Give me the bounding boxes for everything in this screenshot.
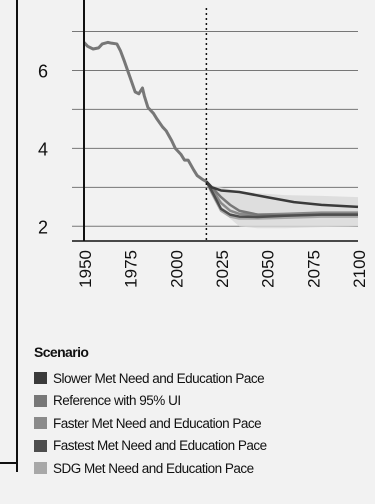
legend-swatch-fastest xyxy=(34,439,47,452)
y-tick-label-4: 4 xyxy=(38,139,48,159)
fertility-chart: 2 4 6 1950 1975 2000 2025 2050 2075 2100 xyxy=(38,0,369,288)
legend-item-sdg[interactable]: SDG Met Need and Education Pace xyxy=(34,457,267,480)
legend-label-fastest: Fastest Met Need and Education Pace xyxy=(53,438,267,454)
legend-swatch-faster xyxy=(34,417,47,430)
x-tick-label-1975: 1975 xyxy=(122,250,141,288)
legend-swatch-sdg xyxy=(34,462,47,475)
y-tick-label-2: 2 xyxy=(38,217,48,237)
legend-label-reference: Reference with 95% UI xyxy=(53,393,181,409)
series-line-slower xyxy=(205,180,359,209)
legend-item-reference[interactable]: Reference with 95% UI xyxy=(34,390,267,413)
legend-item-slower[interactable]: Slower Met Need and Education Pace xyxy=(34,367,267,390)
series-line-fastest xyxy=(205,180,358,219)
legend-swatch-reference xyxy=(34,394,47,407)
legend-item-fastest[interactable]: Fastest Met Need and Education Pace xyxy=(34,435,267,458)
frame-left-border xyxy=(16,0,18,472)
x-tick-label-2100: 2100 xyxy=(350,250,369,288)
legend-label-sdg: SDG Met Need and Education Pace xyxy=(53,460,254,476)
x-tick-label-1950: 1950 xyxy=(76,250,95,288)
x-tick-label-2025: 2025 xyxy=(213,250,232,288)
series-line-faster xyxy=(205,180,358,216)
frame-bottom-border xyxy=(0,462,18,464)
legend-label-slower: Slower Met Need and Education Pace xyxy=(53,370,265,386)
legend-label-faster: Faster Met Need and Education Pace xyxy=(53,415,262,431)
legend: Scenario Slower Met Need and Education P… xyxy=(34,344,267,480)
legend-item-faster[interactable]: Faster Met Need and Education Pace xyxy=(34,412,267,435)
series-line-history xyxy=(82,40,208,183)
legend-swatch-slower xyxy=(34,372,47,385)
x-tick-label-2075: 2075 xyxy=(304,250,323,288)
x-tick-label-2000: 2000 xyxy=(167,250,186,288)
y-tick-label-6: 6 xyxy=(38,61,48,81)
legend-title: Scenario xyxy=(34,344,89,360)
x-tick-label-2050: 2050 xyxy=(259,250,278,288)
